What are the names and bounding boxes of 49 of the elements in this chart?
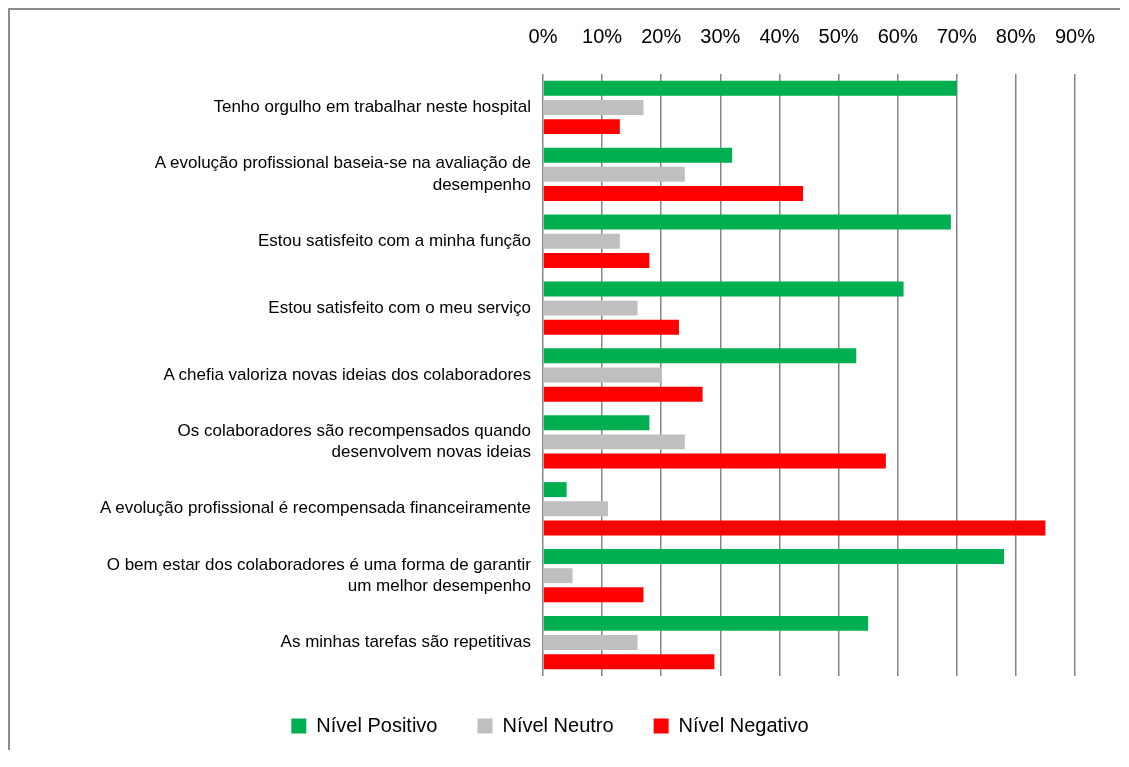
bar [543, 214, 951, 230]
bar [543, 654, 715, 670]
x-tick-label: 10% [582, 24, 623, 47]
bar [543, 319, 679, 335]
y-tick-label: Tenho orgulho em trabalhar neste hospital [213, 97, 531, 117]
x-tick-label: 90% [1054, 24, 1096, 47]
bar [543, 80, 957, 96]
x-tick-label: 80% [995, 24, 1037, 47]
bar [543, 252, 650, 268]
bar [543, 415, 650, 431]
x-tick-label: 70% [936, 24, 977, 47]
bar [543, 482, 567, 498]
x-tick-label: 30% [700, 24, 741, 47]
y-tick-label: Estou satisfeito com a minha função [257, 230, 531, 250]
y-tick-label: A evolução profissional é recompensada financeiramente [100, 498, 531, 518]
x-tick-label: 20% [641, 24, 682, 47]
legend-label: Nível Neutro [502, 713, 614, 736]
x-tick-label: 50% [818, 24, 859, 47]
x-tick-label: 60% [877, 24, 918, 47]
bar [543, 233, 620, 249]
y-tick-label: Os colaboradores são recompensados quando desenvolvem novas ideias [177, 420, 531, 462]
bar [543, 281, 904, 297]
bar [543, 166, 685, 182]
bar [543, 367, 662, 383]
bar [543, 119, 620, 135]
bar [543, 386, 703, 402]
legend-label: Nível Negativo [678, 713, 809, 736]
bar [543, 549, 1005, 564]
bar [543, 434, 685, 450]
y-tick-label: A chefia valoriza novas ideias dos colaboradores [163, 364, 531, 384]
x-tick-label: 40% [759, 24, 800, 47]
x-tick-label: 0% [528, 24, 558, 47]
bar [543, 348, 857, 364]
bar [543, 520, 1046, 536]
legend-label: Nível Positivo [316, 713, 438, 736]
y-tick-label: As minhas tarefas são repetitivas [280, 632, 531, 652]
y-tick-label: Estou satisfeito com o meu serviço [268, 297, 531, 317]
bar [543, 615, 869, 631]
bar [543, 587, 644, 603]
bar [543, 300, 638, 316]
bar [543, 147, 733, 163]
bar [543, 501, 609, 517]
y-tick-label: O bem estar dos colaboradores é uma forma de garantir um melhor desempenho [106, 554, 532, 595]
bar [543, 453, 886, 469]
bar [543, 635, 638, 651]
bar [543, 99, 644, 115]
y-tick-label: A evolução profissional baseia-se na avaliação de desempenho [154, 153, 531, 194]
bar [543, 568, 573, 584]
bar [543, 186, 804, 201]
